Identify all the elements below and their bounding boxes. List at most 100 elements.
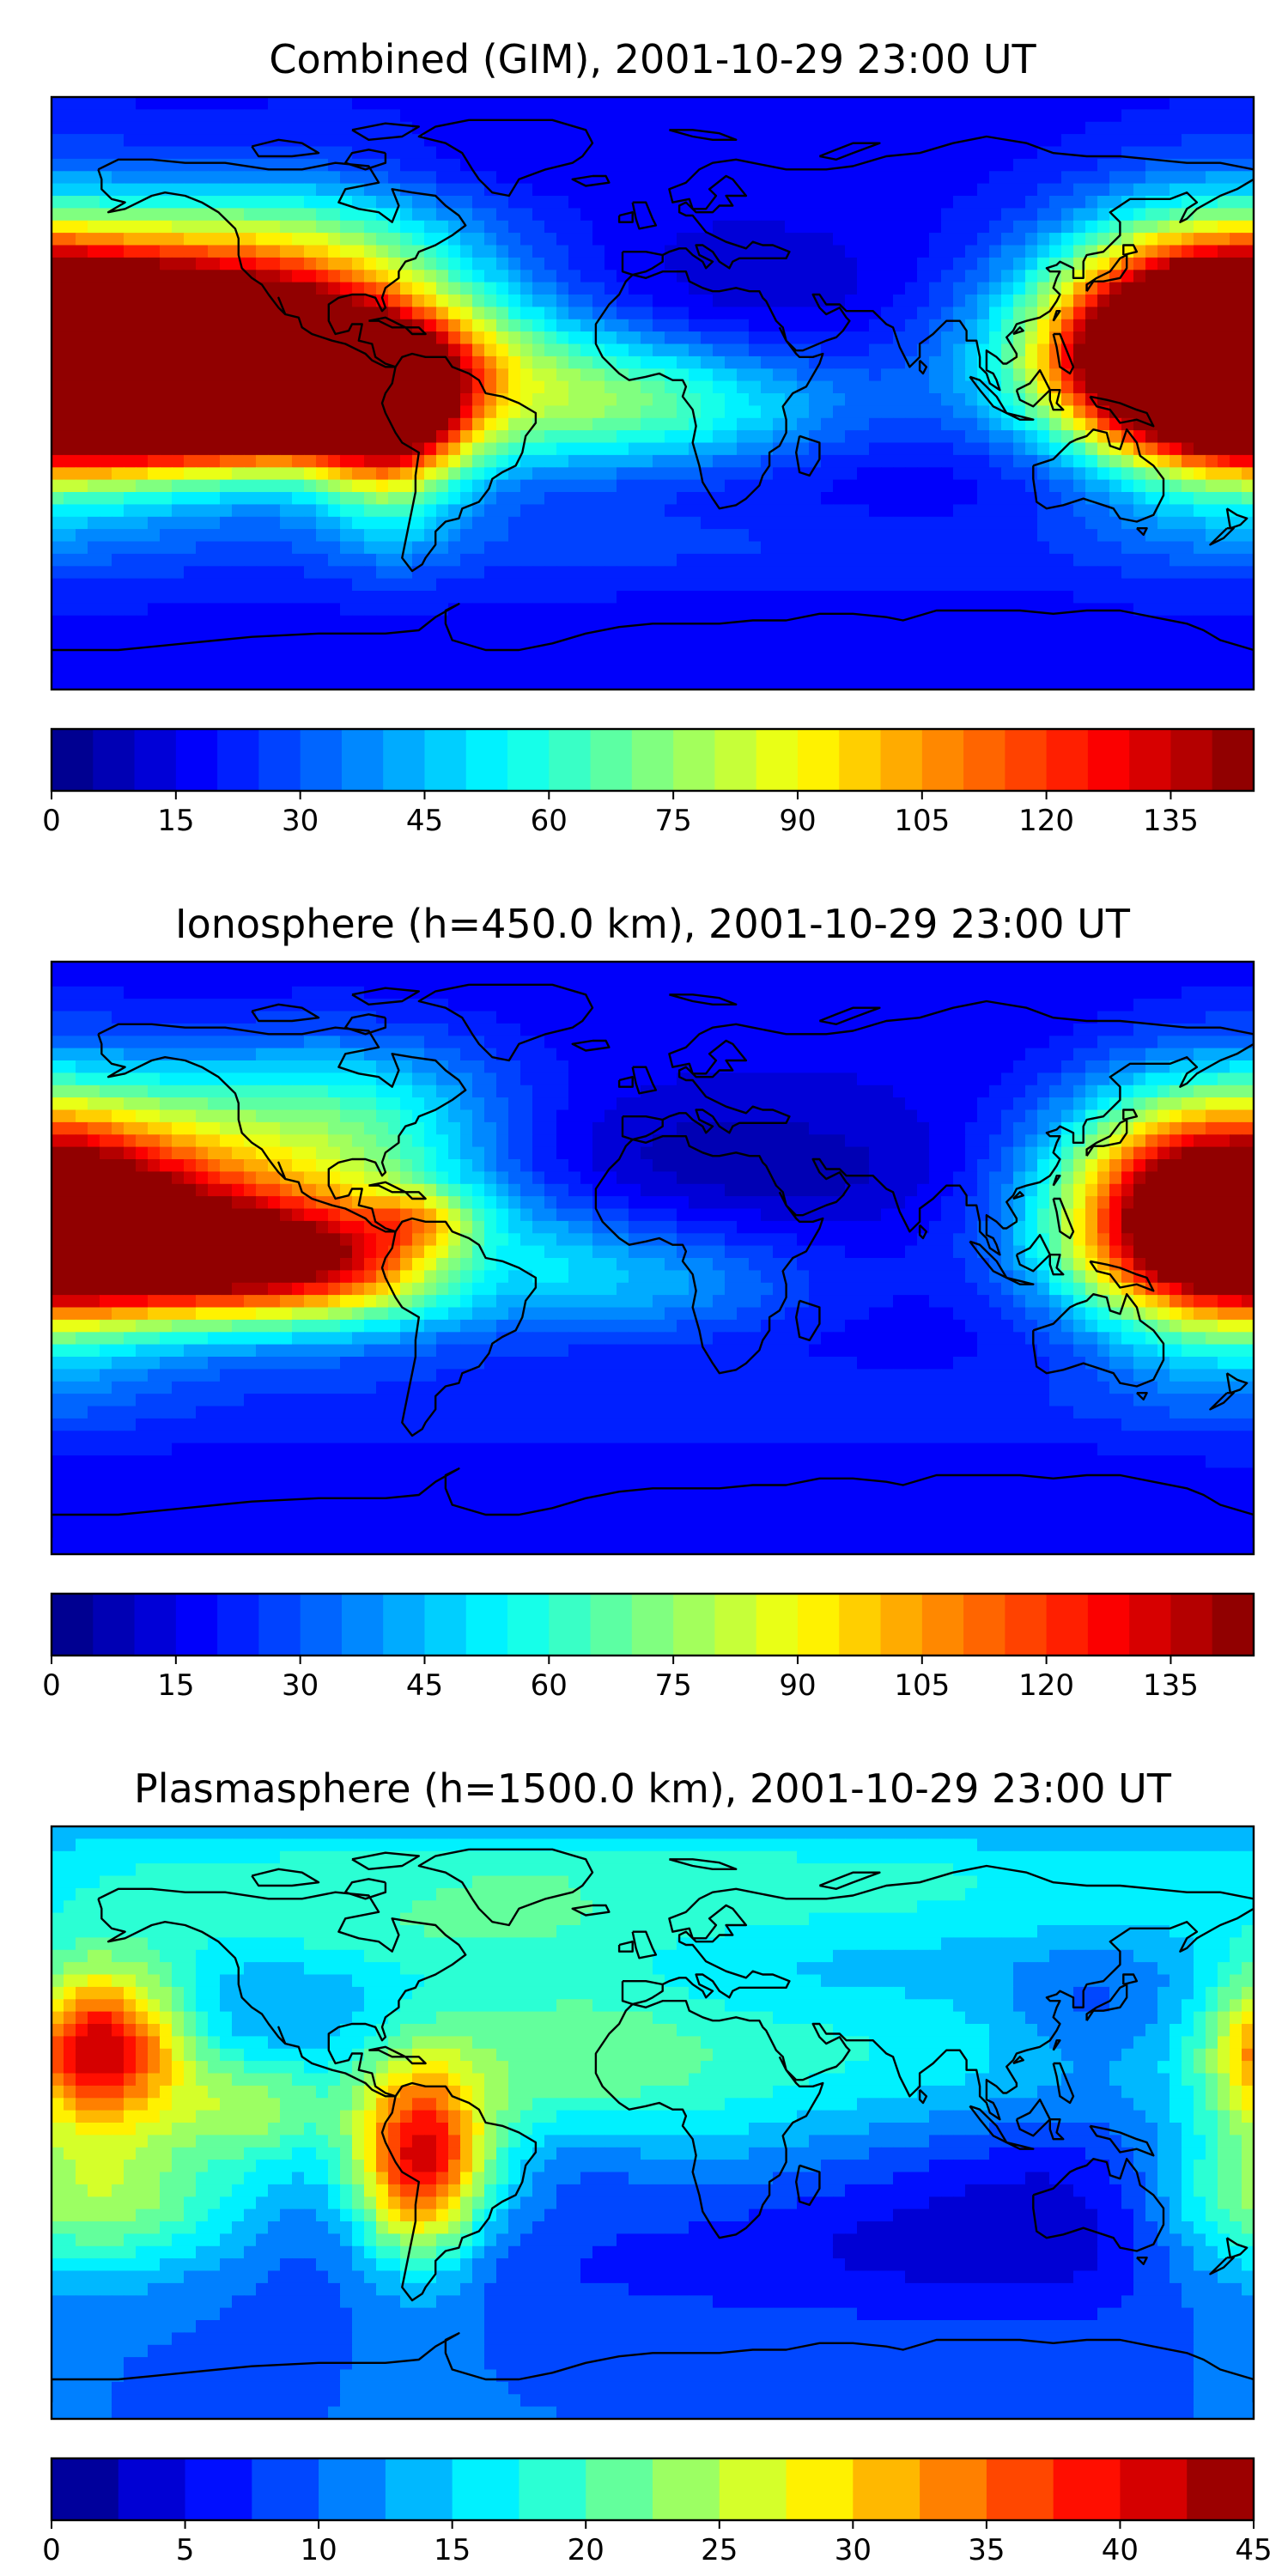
field-cell xyxy=(460,134,473,148)
field-cell xyxy=(352,566,365,580)
field-cell xyxy=(412,479,425,493)
field-cell xyxy=(1049,183,1062,197)
field-cell xyxy=(761,430,774,444)
field-cell xyxy=(1121,393,1134,406)
field-cell xyxy=(376,417,389,431)
field-cell xyxy=(508,171,521,185)
field-cell xyxy=(1157,553,1170,567)
field-cell xyxy=(124,393,137,406)
field-cell xyxy=(292,270,305,283)
field-cell xyxy=(629,343,641,357)
field-cell xyxy=(629,541,641,555)
field-cell xyxy=(605,220,617,234)
field-cell xyxy=(821,640,834,653)
field-cell xyxy=(1133,467,1146,481)
field-cell xyxy=(965,233,978,246)
field-cell xyxy=(364,146,377,160)
field-cell xyxy=(436,158,449,172)
field-cell xyxy=(785,677,798,690)
field-cell xyxy=(304,553,317,567)
field-cell xyxy=(1133,196,1146,209)
field-cell xyxy=(496,171,509,185)
field-cell xyxy=(592,454,605,468)
field-cell xyxy=(701,442,714,456)
field-cell xyxy=(1230,430,1242,444)
field-cell xyxy=(809,479,822,493)
field-cell xyxy=(196,158,209,172)
field-cell xyxy=(1218,270,1230,283)
field-cell xyxy=(88,220,100,234)
field-cell xyxy=(64,591,76,604)
field-cell xyxy=(857,504,870,518)
field-cell xyxy=(833,380,846,394)
field-cell xyxy=(1206,183,1218,197)
field-cell xyxy=(136,208,149,222)
field-cell xyxy=(520,343,533,357)
field-cell xyxy=(256,467,269,481)
field-cell xyxy=(1049,134,1062,148)
field-cell xyxy=(1097,454,1110,468)
field-cell xyxy=(713,677,726,690)
field-cell xyxy=(1073,566,1086,580)
field-cell xyxy=(749,677,762,690)
field-cell xyxy=(1182,628,1194,641)
field-cell xyxy=(304,454,317,468)
field-cell xyxy=(328,442,341,456)
field-cell xyxy=(845,591,858,604)
field-cell xyxy=(64,405,76,419)
field-cell xyxy=(1230,245,1242,258)
field-cell xyxy=(124,257,137,270)
field-cell xyxy=(689,109,702,123)
field-cell xyxy=(761,504,774,518)
field-cell xyxy=(905,442,918,456)
field-cell xyxy=(304,343,317,357)
field-cell xyxy=(568,393,581,406)
field-cell xyxy=(905,962,918,975)
field-cell xyxy=(232,640,245,653)
field-cell xyxy=(388,307,401,320)
field-cell xyxy=(641,171,653,185)
field-cell xyxy=(532,603,545,617)
field-cell xyxy=(1145,380,1158,394)
field-cell xyxy=(1133,380,1146,394)
field-cell xyxy=(1157,566,1170,580)
field-cell xyxy=(629,121,641,135)
field-cell xyxy=(785,196,798,209)
field-cell xyxy=(424,233,437,246)
field-cell xyxy=(917,97,930,110)
field-cell xyxy=(809,417,822,431)
field-cell xyxy=(713,220,726,234)
field-cell xyxy=(833,628,846,641)
field-cell xyxy=(809,171,822,185)
field-cell xyxy=(1145,183,1158,197)
field-cell xyxy=(256,504,269,518)
field-cell xyxy=(1242,615,1254,629)
field-cell xyxy=(761,541,774,555)
field-cell xyxy=(160,295,173,307)
field-cell xyxy=(520,417,533,431)
field-cell xyxy=(689,504,702,518)
field-cell xyxy=(677,430,690,444)
field-cell xyxy=(989,591,1002,604)
field-cell xyxy=(484,405,497,419)
field-cell xyxy=(701,109,714,123)
field-cell xyxy=(412,233,425,246)
field-cell xyxy=(544,541,557,555)
field-cell xyxy=(400,368,413,382)
field-cell xyxy=(1025,196,1038,209)
field-cell xyxy=(424,417,437,431)
field-cell xyxy=(568,208,581,222)
field-cell xyxy=(508,97,521,110)
field-cell xyxy=(400,208,413,222)
field-cell xyxy=(749,270,762,283)
field-cell xyxy=(340,504,353,518)
field-cell xyxy=(544,578,557,592)
field-cell xyxy=(617,677,629,690)
field-cell xyxy=(412,578,425,592)
field-cell xyxy=(1157,319,1170,332)
field-cell xyxy=(1182,380,1194,394)
field-cell xyxy=(1242,553,1254,567)
field-cell xyxy=(256,652,269,665)
field-cell xyxy=(1073,97,1086,110)
field-cell xyxy=(893,553,906,567)
